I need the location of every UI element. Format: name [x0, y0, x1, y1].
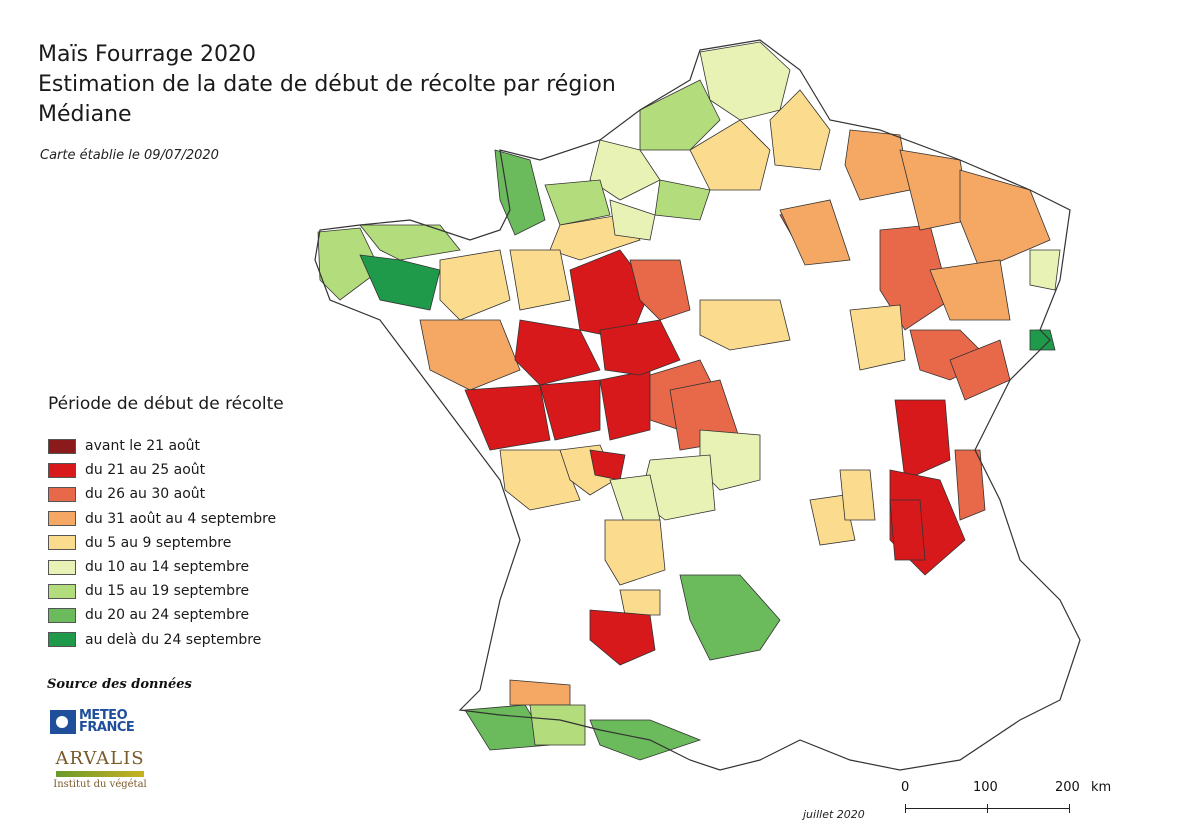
region-loire-atlantique: [419, 319, 521, 391]
source-label: Source des données: [47, 677, 192, 692]
region-tarn-et-garonne: [589, 609, 656, 666]
legend-item: du 31 août au 4 septembre: [48, 507, 284, 531]
region-maine-et-loire: [514, 319, 601, 386]
region-dordogne: [604, 519, 666, 586]
legend-swatch: [48, 511, 76, 527]
arvalis-logo: ARVALIS Institut du végétal: [50, 748, 150, 790]
arvalis-tagline: Institut du végétal: [53, 779, 147, 790]
region-oise: [654, 179, 711, 221]
legend-item: du 15 au 19 septembre: [48, 579, 284, 603]
region-charente-maritime: [499, 449, 581, 511]
region-aisne: [769, 89, 831, 171]
region-jura: [839, 469, 876, 521]
region-marne: [844, 129, 911, 201]
meteo-france-logo: METEO FRANCE: [50, 708, 135, 735]
footer-date: juillet 2020: [803, 808, 865, 821]
scale-bar: 0 100 200 km: [895, 780, 1111, 820]
legend-swatch: [48, 535, 76, 551]
legend-label: du 31 août au 4 septembre: [85, 510, 277, 527]
map-subtitle: Estimation de la date de début de récolt…: [38, 72, 616, 97]
legend-label: au delà du 24 septembre: [85, 631, 262, 648]
legend-swatch: [48, 632, 76, 648]
legend-swatch: [48, 583, 76, 599]
scale-tick: [987, 804, 988, 813]
legend-items: avant le 21 août du 21 au 25 août du 26 au…: [48, 434, 284, 652]
legend-label: du 21 au 25 août: [85, 462, 206, 479]
legend-label: du 10 au 14 septembre: [85, 559, 250, 576]
legend-label: du 15 au 19 septembre: [85, 583, 250, 600]
legend-item: du 26 au 30 août: [48, 482, 284, 506]
scale-tick: [905, 804, 906, 813]
legend-swatch: [48, 486, 76, 502]
region-landes: [509, 679, 571, 706]
region-lot: [619, 589, 661, 616]
region-indre-et-loire: [599, 319, 681, 376]
region-c-tes-d-armor: [359, 224, 461, 261]
region-pas-de-calais: [639, 79, 721, 151]
legend-swatch: [48, 559, 76, 575]
region-c-te-d-or: [849, 304, 906, 371]
legend-swatch: [48, 438, 76, 454]
legend: Période de début de récolte avant le 21 …: [48, 394, 284, 652]
region-calvados: [544, 179, 611, 226]
scale-label-100: 100: [973, 780, 998, 795]
legend-item: au delà du 24 septembre: [48, 628, 284, 652]
region-aveyron: [679, 574, 781, 661]
legend-item: du 20 au 24 septembre: [48, 603, 284, 627]
region-vosges: [929, 259, 1011, 321]
map-statistic: Médiane: [38, 102, 132, 127]
title-block: Maïs Fourrage 2020 Estimation de la date…: [38, 40, 616, 130]
region-sa-ne-et-loire: [699, 299, 791, 351]
legend-swatch: [48, 607, 76, 623]
legend-label: du 26 au 30 août: [85, 486, 206, 503]
legend-swatch: [48, 462, 76, 478]
legend-item: avant le 21 août: [48, 434, 284, 458]
region-savoie: [954, 449, 986, 521]
regions-layer: [317, 41, 1061, 761]
region-vend-e: [464, 384, 551, 451]
region-sarthe: [569, 249, 651, 341]
region-dr-me: [889, 499, 926, 561]
region-haut-rhin: [1029, 249, 1061, 291]
scale-tick: [1069, 804, 1070, 813]
region-moselle: [899, 149, 971, 231]
region-hautes-pyr-n-es: [529, 704, 586, 746]
region-loir-et-cher: [629, 259, 691, 321]
region-ille-et-vilaine: [439, 249, 511, 321]
legend-title: Période de début de récolte: [48, 394, 284, 414]
region-seine-maritime: [589, 139, 661, 201]
meteo-france-wordmark: METEO FRANCE: [79, 708, 135, 735]
legend-item: du 5 au 9 septembre: [48, 531, 284, 555]
region-haute-garonne: [589, 719, 702, 761]
legend-label: avant le 21 août: [85, 438, 200, 455]
region-eure: [609, 199, 656, 241]
region-ain: [894, 399, 951, 481]
scale-unit: km: [1091, 780, 1112, 795]
region-vienne: [599, 369, 651, 441]
map-title: Maïs Fourrage 2020: [38, 42, 256, 67]
region-somme: [689, 119, 771, 191]
map-date-note: Carte établie le 09/07/2020: [40, 148, 219, 163]
scale-label-0: 0: [901, 780, 910, 795]
region-mayenne: [509, 249, 571, 311]
region-bas-rhin: [959, 169, 1051, 271]
legend-item: du 21 au 25 août: [48, 458, 284, 482]
meteo-france-mark-icon: [50, 710, 76, 734]
legend-label: du 20 au 24 septembre: [85, 607, 250, 624]
region-ardennes: [779, 199, 851, 266]
legend-item: du 10 au 14 septembre: [48, 555, 284, 579]
arvalis-wordmark: ARVALIS: [55, 748, 145, 769]
france-outline: [314, 39, 1081, 771]
legend-label: du 5 au 9 septembre: [85, 534, 232, 551]
arvalis-bar-icon: [56, 771, 144, 777]
region-haute-savoie: [1029, 329, 1056, 351]
scale-label-200: 200: [1055, 780, 1080, 795]
region-morbihan: [359, 254, 441, 311]
region-deux-s-vres: [539, 379, 601, 441]
